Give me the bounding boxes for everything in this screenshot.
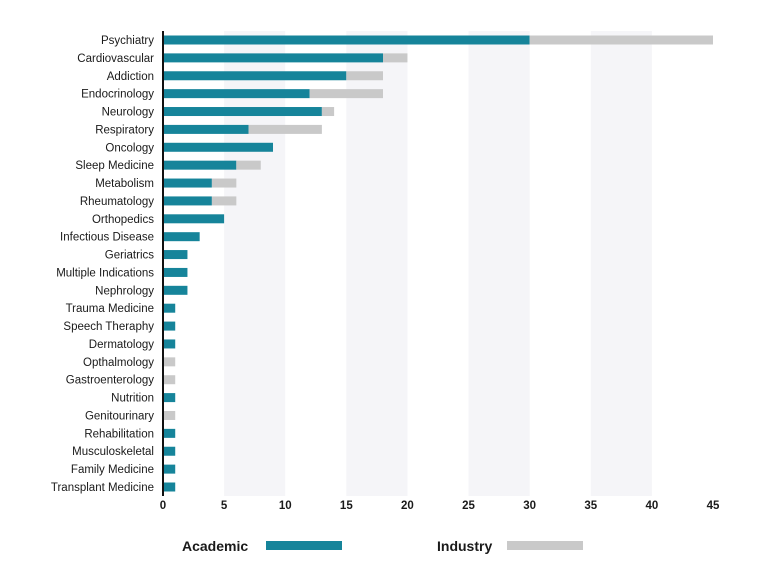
bars-group	[163, 35, 713, 492]
bar-industry	[529, 35, 713, 45]
category-label: Trauma Medicine	[66, 303, 154, 315]
category-label: Geriatrics	[105, 250, 154, 262]
x-tick-label: 45	[707, 500, 720, 512]
x-tick-label: 10	[279, 500, 292, 512]
category-label: Metabolism	[95, 178, 154, 190]
bar-industry	[163, 410, 176, 420]
bar-industry	[383, 53, 408, 63]
category-label: Musculoskeletal	[72, 446, 154, 458]
category-label: Endocrinology	[81, 89, 154, 101]
bar-academic	[163, 178, 212, 188]
bar-academic	[163, 214, 225, 224]
category-label: Nephrology	[95, 285, 154, 297]
bar-academic	[163, 464, 176, 474]
bar-academic	[163, 196, 212, 206]
category-label: Psychiatry	[101, 35, 154, 47]
category-label: Infectious Disease	[60, 232, 154, 244]
bar-academic	[163, 232, 200, 242]
x-tick-label: 5	[221, 500, 228, 512]
legend-label-academic: Academic	[182, 538, 248, 554]
background-band	[346, 31, 408, 496]
category-label: Neurology	[102, 107, 155, 119]
background-bands	[224, 31, 652, 496]
bar-industry	[163, 375, 176, 385]
category-labels: Psychiatry Cardiovascular Addiction Endocri…	[51, 35, 154, 494]
bar-industry	[321, 107, 335, 117]
category-label: Opthalmology	[83, 357, 154, 369]
bar-academic	[163, 285, 188, 295]
x-tick-label: 35	[584, 500, 597, 512]
category-label: Rehabilitation	[84, 428, 154, 440]
bar-academic	[163, 89, 310, 99]
bar-academic	[163, 71, 347, 81]
category-label: Dermatology	[89, 339, 154, 351]
category-label: Orthopedics	[92, 214, 154, 226]
x-tick-label: 0	[160, 500, 166, 512]
category-label: Sleep Medicine	[75, 160, 154, 172]
legend: Academic Industry	[182, 538, 583, 554]
bar-academic	[163, 107, 322, 117]
bar-industry	[248, 124, 322, 134]
x-tick-label: 20	[401, 500, 414, 512]
x-tick-label: 15	[340, 500, 353, 512]
bar-academic	[163, 482, 176, 492]
background-band	[590, 31, 652, 496]
bar-academic	[163, 267, 188, 277]
bar-industry	[309, 89, 383, 99]
category-label: Multiple Indications	[56, 267, 154, 279]
bar-academic	[163, 428, 176, 438]
category-label: Oncology	[105, 142, 154, 154]
bar-industry	[163, 357, 176, 367]
legend-swatch-academic	[266, 541, 342, 550]
bar-industry	[236, 160, 261, 170]
category-label: Transplant Medicine	[51, 482, 154, 494]
category-label: Respiratory	[95, 124, 154, 136]
bar-academic	[163, 339, 176, 349]
bar-academic	[163, 142, 273, 152]
bar-academic	[163, 124, 249, 134]
legend-swatch-industry	[507, 541, 583, 550]
x-tick-label: 30	[523, 500, 536, 512]
category-label: Rheumatology	[80, 196, 154, 208]
bar-industry	[211, 178, 237, 188]
x-tick-label: 40	[645, 500, 658, 512]
background-band	[468, 31, 530, 496]
x-tick-label: 25	[462, 500, 475, 512]
bar-industry	[211, 196, 237, 206]
legend-label-industry: Industry	[437, 538, 492, 554]
bar-academic	[163, 446, 176, 456]
bar-academic	[163, 250, 188, 260]
category-label: Family Medicine	[71, 464, 154, 476]
bar-industry	[346, 71, 383, 81]
bar-academic	[163, 303, 176, 313]
bar-academic	[163, 160, 237, 170]
category-label: Nutrition	[111, 393, 154, 405]
bar-academic	[163, 393, 176, 403]
x-tick-labels: 0 5 10 15 20 25 30 35 40 45	[160, 500, 720, 512]
bar-academic	[163, 35, 530, 45]
bar-academic	[163, 53, 383, 63]
category-label: Genitourinary	[85, 410, 154, 422]
category-label: Cardiovascular	[77, 53, 154, 65]
category-label: Addiction	[107, 71, 154, 83]
category-label: Speech Theraphy	[63, 321, 154, 333]
bar-academic	[163, 321, 176, 331]
background-band	[224, 31, 286, 496]
category-label: Gastroenterology	[66, 375, 154, 387]
